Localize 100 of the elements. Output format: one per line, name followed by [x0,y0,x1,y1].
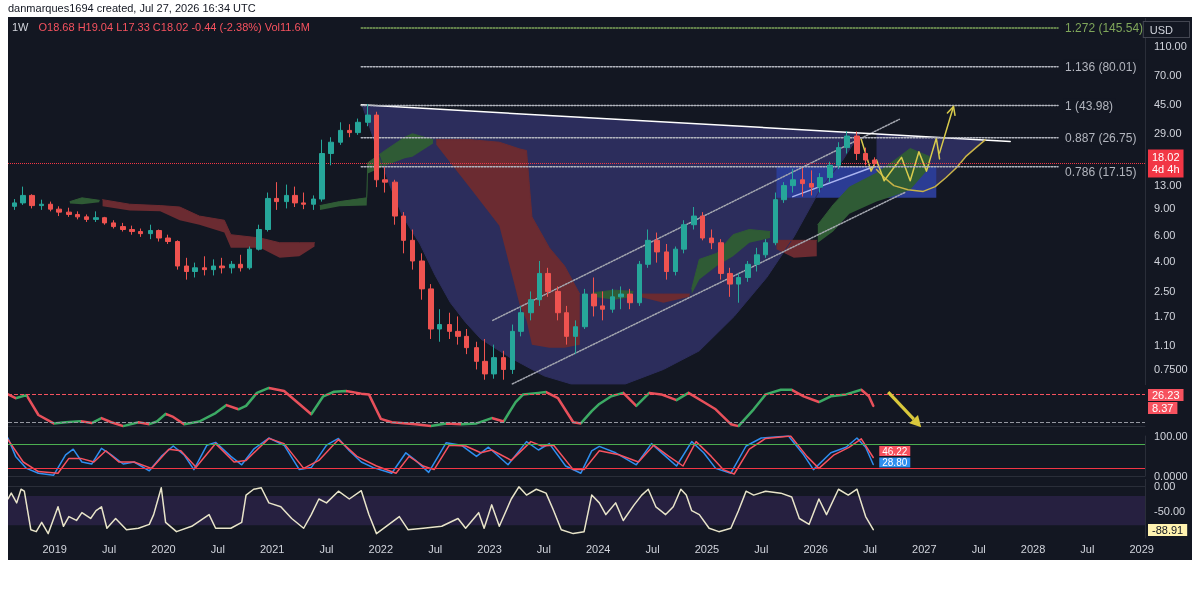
candlestick [75,210,80,220]
candlestick [773,192,778,246]
candlestick [863,147,868,166]
candlestick [591,276,597,317]
candlestick [184,257,189,281]
candlestick [319,139,325,203]
candlestick [501,350,506,381]
series-label: 1.272 (145.54) [1065,21,1144,36]
candlestick [482,338,488,381]
candlestick [311,194,316,211]
text: 26.23 [1152,389,1180,401]
candlestick [382,166,388,194]
candlestick [93,210,99,223]
candlestick [809,169,814,196]
y-tick-label: 1.70 [1154,310,1176,323]
y-tick-label: 29.00 [1154,126,1182,139]
candlestick [56,205,62,217]
candlestick [745,260,751,283]
candlestick [800,167,805,198]
y-tick-label: 100.00 [1154,430,1188,442]
text: 8.37 [1152,402,1174,414]
candlestick [20,186,26,206]
candlestick [219,257,225,274]
candlestick [673,246,678,276]
x-tick-label: Jul [645,542,660,555]
y-tick-label: 1.10 [1154,338,1176,351]
data-label: 46.22 [882,445,908,457]
x-tick-label: Jul [536,542,551,555]
x-tick-label: Jul [319,542,334,555]
text: danmarques1694 created, Jul 27, 2026 16:34 UTC [8,2,256,15]
x-tick-label: Jul [971,542,986,555]
candlestick [419,252,425,301]
candlestick [854,130,860,161]
candlestick [709,229,714,250]
x-tick-label: Jul [754,542,769,555]
candlestick [192,262,198,278]
candlestick [637,260,642,307]
candlestick [29,193,35,209]
candlestick [202,255,207,276]
x-tick-label: 2025 [694,542,720,555]
candlestick [120,222,126,233]
data-label: 28.80 [882,456,908,468]
y-tick-label: 0.00 [1154,480,1176,493]
candlestick [247,246,252,271]
x-tick-label: Jul [862,542,878,555]
candlestick [681,219,687,254]
candlestick [84,213,89,223]
x-tick-label: 2028 [1020,542,1046,555]
y-tick-label: 9.00 [1154,202,1176,215]
candlestick [763,238,768,259]
x-tick-label: 2026 [803,542,828,555]
y-tick-label: 13.00 [1154,178,1182,191]
candlestick [491,344,497,380]
candlestick [284,184,289,209]
y-tick-label: 0.7500 [1154,363,1188,376]
candlestick [790,168,796,194]
candlestick [66,207,72,218]
candlestick [392,179,398,226]
x-tick-label: 2020 [151,542,176,555]
candlestick [718,238,724,281]
candlestick [510,324,515,375]
line-series [860,137,941,182]
x-tick-label: 2022 [368,542,394,555]
candlestick [229,260,235,274]
candlestick [691,206,697,231]
candlestick [464,328,469,355]
candlestick [347,123,352,138]
line-series [8,486,874,535]
y-tick-label: 6.00 [1154,228,1176,241]
candlestick [12,198,17,211]
y-tick-label: 0.0000 [1154,470,1188,482]
candlestick [455,315,461,346]
x-tick-label: 2023 [477,542,502,555]
y-tick-label: 4.00 [1154,254,1176,267]
candlestick [781,181,787,204]
candlestick [292,186,298,208]
candlestick [238,254,243,273]
candlestick [401,211,406,254]
text: -88.91 [1152,524,1184,536]
candlestick [129,225,135,236]
candlestick [817,172,823,194]
x-tick-label: Jul [102,542,117,555]
x-tick-label: 2027 [912,542,937,555]
candlestick [138,228,143,238]
candlestick [727,267,733,298]
x-tick-label: Jul [210,542,225,555]
candlestick [545,267,551,298]
candlestick [754,247,760,273]
candlestick [165,234,171,245]
candlestick [627,288,633,310]
candlestick [528,290,534,321]
chart-subtitle: O18.68 H19.04 L17.33 C18.02 -0.44 (-2.38%) Vol11.6M [38,20,310,33]
x-tick-label: Jul [428,542,443,555]
candlestick [600,290,605,321]
candlestick [844,130,850,155]
candlestick [301,192,306,210]
y-tick-label: 110.00 [1154,40,1187,53]
candlestick [518,305,524,337]
candlestick [338,121,343,146]
candlestick [102,216,107,226]
